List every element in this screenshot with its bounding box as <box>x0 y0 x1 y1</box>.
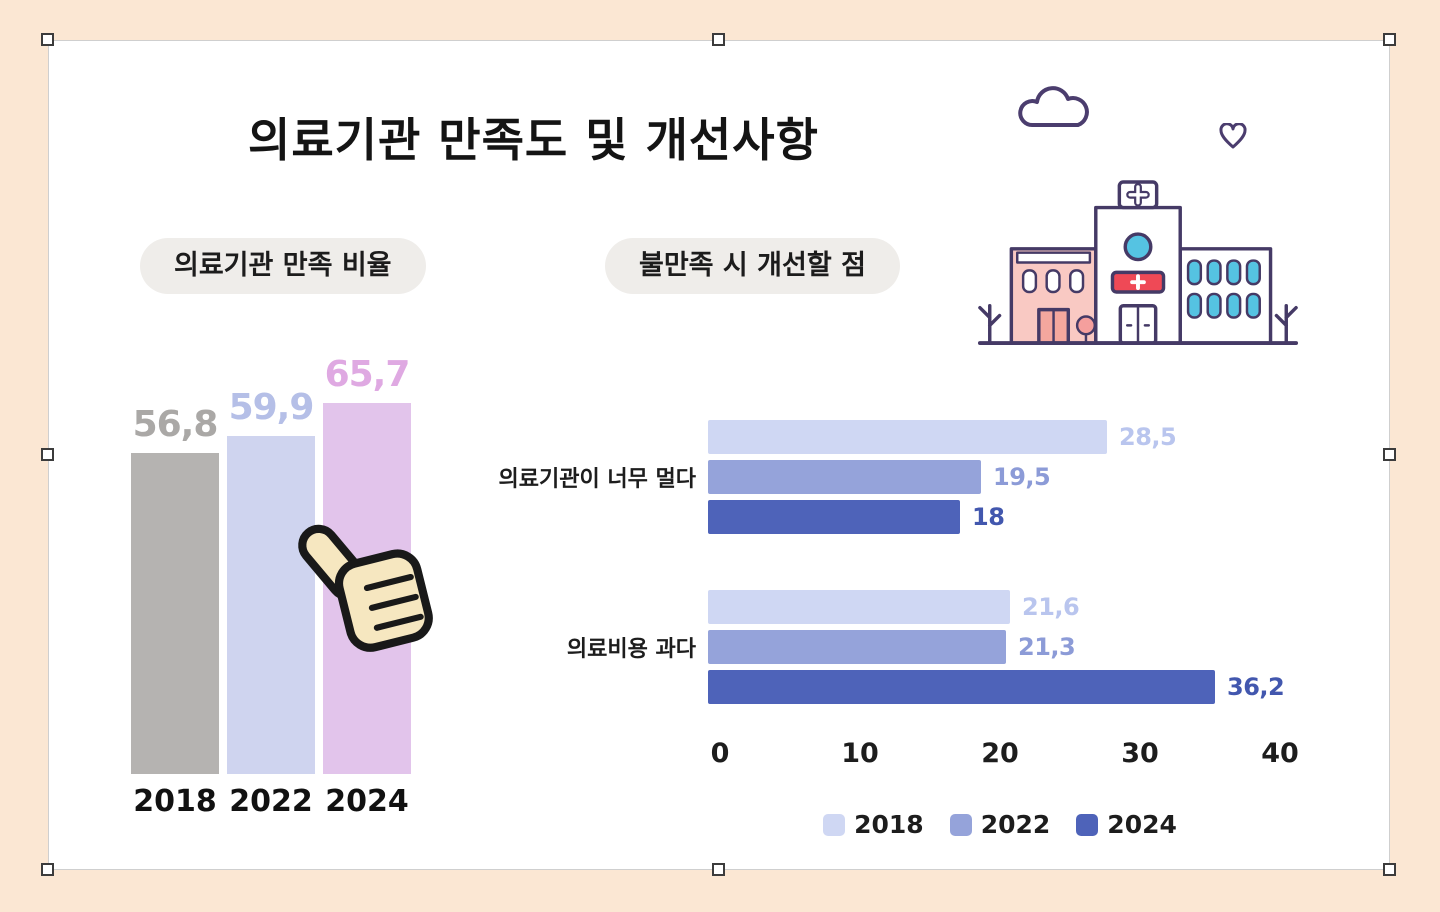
group-bars: 28,5 19,5 18 <box>708 420 1288 534</box>
hbar-2024 <box>708 500 960 534</box>
heart-icon[interactable] <box>1219 123 1247 150</box>
group-category-label: 의료비용 과다 <box>566 637 696 662</box>
improvement-chart-legend: 2018 2022 2024 <box>700 810 1300 839</box>
legend-label: 2022 <box>980 810 1051 839</box>
bar-category-label: 2018 <box>133 784 217 819</box>
hbar-2018 <box>708 420 1107 454</box>
legend-label: 2024 <box>1107 810 1177 839</box>
axis-tick-30: 30 <box>1121 738 1159 769</box>
bar <box>227 436 315 774</box>
tree-right-icon <box>1274 304 1298 345</box>
hbar-row: 28,5 <box>708 420 1288 454</box>
hbar-value-label: 36,2 <box>1227 673 1285 701</box>
hbar-row: 21,6 <box>708 590 1288 624</box>
hbar-value-label: 21,6 <box>1022 593 1080 621</box>
axis-tick-0: 0 <box>710 738 730 769</box>
satisfaction-chart-bars[interactable]: 56,8 2018 59,9 2022 65,7 2024 <box>131 330 413 820</box>
selection-handle-middle-left[interactable] <box>41 448 54 461</box>
hbar-2018 <box>708 590 1010 624</box>
hbar-value-label: 19,5 <box>993 463 1051 491</box>
selection-handle-top-center[interactable] <box>712 33 725 46</box>
legend-swatch <box>823 813 846 836</box>
selection-handle-bottom-center[interactable] <box>712 863 725 876</box>
hbar-value-label: 18 <box>972 503 1005 531</box>
bar-category-label: 2024 <box>325 784 409 819</box>
legend-item-2018: 2018 <box>823 810 924 839</box>
improvement-chart-axis: 0 10 20 30 40 <box>711 738 1299 778</box>
legend-swatch <box>1076 813 1099 836</box>
group-category-label: 의료기관이 너무 멀다 <box>498 467 696 492</box>
cloud-icon[interactable] <box>1014 86 1094 130</box>
selection-handle-top-right[interactable] <box>1383 33 1396 46</box>
thumbs-up-illustration[interactable] <box>292 498 438 662</box>
hbar-row: 18 <box>708 500 1288 534</box>
improvement-group-2: 의료비용 과다 21,6 21,3 36,2 <box>490 590 1310 704</box>
round-window-icon <box>1123 232 1153 262</box>
bar-value-label: 56,8 <box>132 404 219 445</box>
hospital-illustration[interactable] <box>976 178 1300 350</box>
page-title[interactable]: 의료기관 만족도 및 개선사항 <box>248 113 819 167</box>
satisfaction-bar-2018: 56,8 2018 <box>131 330 219 820</box>
legend-item-2024: 2024 <box>1076 810 1177 839</box>
group-bars: 21,6 21,3 36,2 <box>708 590 1288 704</box>
selection-handle-bottom-right[interactable] <box>1383 863 1396 876</box>
legend-label: 2018 <box>854 810 924 839</box>
selection-handle-middle-right[interactable] <box>1383 448 1396 461</box>
improvement-badge[interactable]: 불만족 시 개선할 점 <box>605 238 900 294</box>
selection-handle-bottom-left[interactable] <box>41 863 54 876</box>
bar-value-label: 65,7 <box>324 354 411 395</box>
axis-tick-10: 10 <box>841 738 879 769</box>
bar-value-label: 59,9 <box>228 387 315 428</box>
hbar-2022 <box>708 630 1006 664</box>
legend-swatch <box>949 813 972 836</box>
hbar-value-label: 28,5 <box>1119 423 1177 451</box>
hbar-value-label: 21,3 <box>1018 633 1076 661</box>
tree-left-icon <box>978 304 1002 345</box>
hbar-row: 36,2 <box>708 670 1288 704</box>
selection-handle-top-left[interactable] <box>41 33 54 46</box>
improvement-group-1: 의료기관이 너무 멀다 28,5 19,5 18 <box>490 420 1310 534</box>
axis-tick-20: 20 <box>981 738 1019 769</box>
bush-icon <box>1075 315 1097 336</box>
bar-category-label: 2022 <box>229 784 313 819</box>
hbar-row: 21,3 <box>708 630 1288 664</box>
bar <box>131 453 219 774</box>
hbar-row: 19,5 <box>708 460 1288 494</box>
hbar-2022 <box>708 460 981 494</box>
improvement-chart-groups[interactable]: 의료기관이 너무 멀다 28,5 19,5 18 의료비용 과다 21,6 21,3 36,2 <box>490 420 1310 704</box>
satisfaction-badge[interactable]: 의료기관 만족 비율 <box>140 238 426 294</box>
legend-item-2022: 2022 <box>949 810 1051 839</box>
satisfaction-bar-2022: 59,9 2022 <box>227 330 315 820</box>
hbar-2024 <box>708 670 1215 704</box>
axis-tick-40: 40 <box>1261 738 1299 769</box>
